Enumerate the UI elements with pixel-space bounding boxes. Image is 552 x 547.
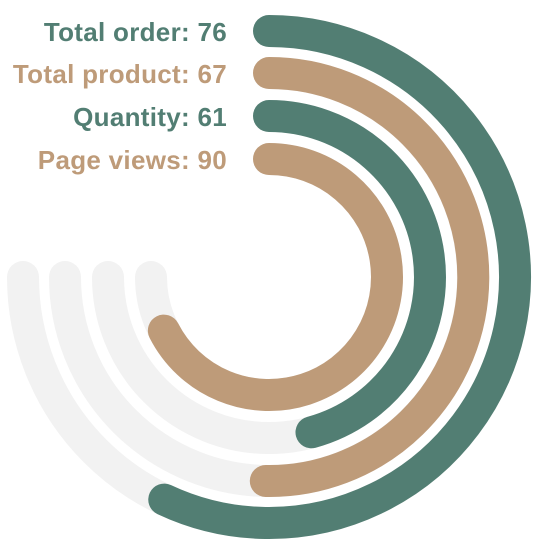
label-total-order: Total order: 76 [44,17,227,47]
label-total-product: Total product: 67 [13,59,227,89]
bar-total-order [148,15,531,539]
bar-total-product [249,57,490,497]
chart-labels: Total order: 76 Total product: 67 Quantity… [13,17,227,175]
bar-quantity [253,100,446,449]
label-quantity: Quantity: 61 [73,102,227,132]
chart-bars [147,15,531,539]
bar-page-views [147,143,403,411]
label-page-views: Page views: 90 [38,145,227,175]
